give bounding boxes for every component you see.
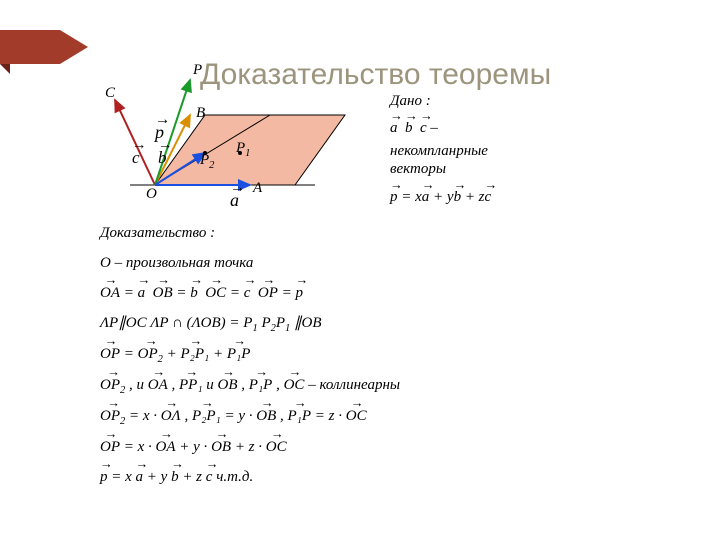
given-line3: векторы: [390, 160, 491, 178]
given-block: Дано : a b c – некомпланрные векторы p =…: [390, 88, 491, 211]
label-P2: P2: [200, 152, 214, 171]
given-line2: некомпланрные: [390, 142, 491, 160]
label-P: P: [193, 62, 202, 79]
given-line1: a b c –: [390, 115, 491, 142]
label-vec-a: a: [230, 190, 239, 211]
label-vec-b: b: [158, 148, 167, 168]
label-O: O: [146, 186, 157, 203]
label-P1: P1: [236, 140, 250, 159]
label-C: C: [105, 85, 115, 102]
proof-l6: OP2 = x · OΛ , P₂P₁ = y · OB , P₁P = z ·…: [100, 401, 400, 432]
given-line4: p = xa + yb + zc: [390, 184, 491, 211]
proof-header: Доказательство :: [100, 218, 400, 248]
label-A: A: [253, 180, 262, 197]
label-vec-c: c: [132, 148, 140, 168]
proof-block: Доказательство : O – произвольная точка …: [100, 218, 400, 492]
proof-l8: p = x a + y b + z c ч.т.д.: [100, 462, 400, 492]
proof-l2: OA = a OB = b OC = c OP = p: [100, 278, 400, 308]
label-B: B: [196, 105, 205, 122]
label-vec-p: p: [155, 122, 164, 143]
